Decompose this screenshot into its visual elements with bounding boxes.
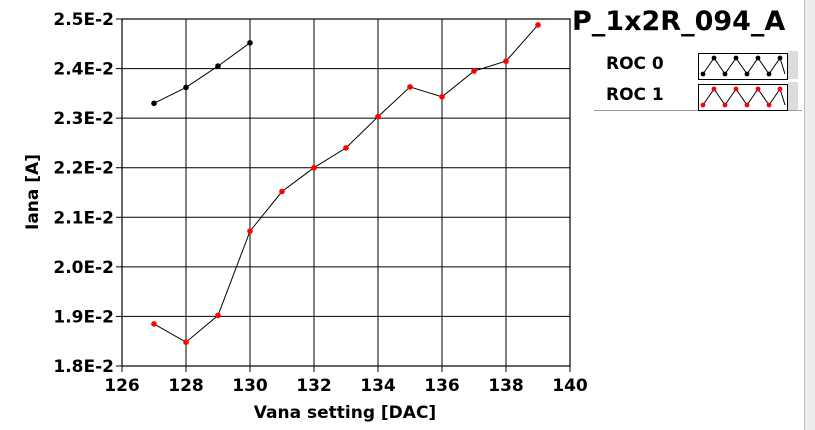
swatch-marker [733,86,739,92]
legend-item-roc0[interactable]: ROC 0 [594,50,802,80]
series-line [153,42,251,104]
y-tick-label: 2.0E-2 [53,258,114,278]
plot-area: 126 128 130 132 134 136 138 140 1.8E-2 1.9E-2 2.0E… [23,10,588,423]
x-tick-label: 130 [232,376,268,396]
swatch-marker [744,102,750,108]
swatch-marker [722,102,728,108]
plot-frame [121,18,571,367]
y-tick-label: 1.8E-2 [53,357,114,377]
data-point [471,68,477,74]
y-tick-label: 2.3E-2 [53,109,114,129]
swatch-marker [766,102,772,108]
data-point [247,228,253,234]
tick-labels: 126 128 130 132 134 136 138 140 1.8E-2 1.9E-2 2.0E… [53,10,588,396]
x-tick-label: 132 [296,376,332,396]
y-axis-label: Iana [A] [23,154,43,230]
swatch-line [702,56,786,75]
y-tick-label: 2.4E-2 [53,60,114,80]
swatch-marker [711,55,717,61]
data-point [375,113,381,120]
data-point [407,84,413,90]
swatch-marker [711,86,717,92]
swatch-marker [733,55,739,61]
data-point [215,312,221,319]
window-right-border [804,0,815,430]
swatch-marker [700,102,706,108]
data-point [151,321,157,327]
y-tick-label: 2.5E-2 [53,10,114,30]
data-point [503,58,509,64]
x-tick-label: 136 [424,376,460,396]
legend-swatch-roc0 [698,53,788,80]
swatch-line [702,87,786,106]
series-line [153,24,539,343]
legend-scroll-edge [788,51,798,79]
legend-label: ROC 0 [606,54,664,74]
y-tick-label: 2.2E-2 [53,159,114,179]
legend-label: ROC 1 [606,85,664,105]
data-point [151,100,157,107]
axes [116,18,571,372]
x-tick-label: 138 [488,376,524,396]
x-tick-label: 128 [168,376,204,396]
legend: ROC 0 ROC 1 [594,48,802,111]
swatch-marker [777,55,783,61]
data-point [311,164,317,171]
chart-title: P_1x2R_094_A [572,6,786,37]
data-point [343,145,349,151]
data-point [183,84,189,91]
data-point [279,188,285,195]
data-point [215,63,221,69]
swatch-marker [755,55,761,61]
x-tick-label: 134 [360,376,396,396]
swatch-marker [766,71,772,77]
swatch-marker [722,71,728,77]
swatch-marker [700,71,706,77]
grid-lines [121,18,571,367]
y-tick-label: 1.9E-2 [53,307,114,327]
series-roc-1 [151,22,541,346]
x-tick-label: 126 [104,376,140,396]
swatch-marker [755,86,761,92]
data-point [535,22,541,28]
legend-swatch-roc1 [698,84,788,111]
swatch-marker [777,86,783,92]
swatch-marker [744,71,750,77]
x-tick-label: 140 [552,376,588,396]
y-tick-label: 2.1E-2 [53,208,114,228]
data-point [439,94,445,100]
data-point [183,339,189,346]
series-roc-0 [151,39,253,107]
legend-item-roc1[interactable]: ROC 1 [594,81,802,111]
legend-scroll-edge [788,82,798,110]
series-layer [151,22,541,346]
x-axis-label: Vana setting [DAC] [254,403,436,423]
data-point [247,39,253,46]
